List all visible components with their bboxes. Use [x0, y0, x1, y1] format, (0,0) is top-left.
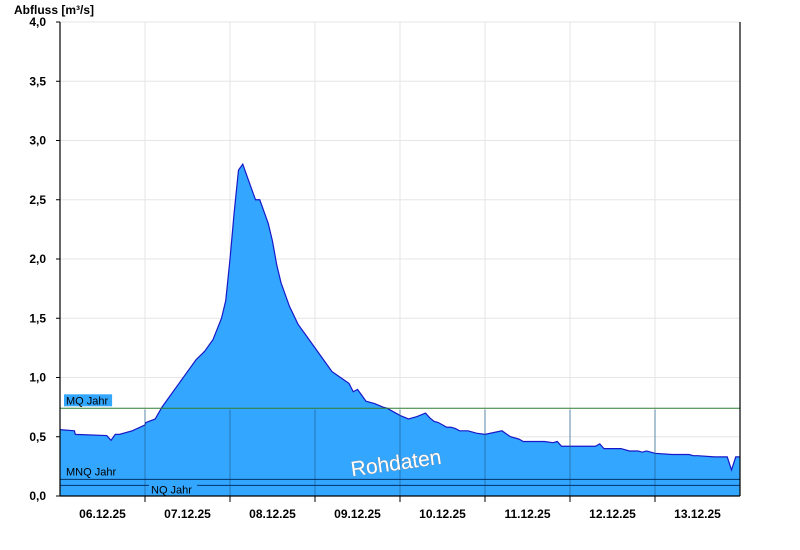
x-tick-label: 13.12.25	[674, 507, 721, 521]
x-tick-label: 11.12.25	[504, 507, 550, 521]
x-tick-label: 12.12.25	[589, 507, 636, 521]
axis-layer: 0,0 0,5 1,0 1,5 2,0 2,5 3,0 3,5 4,0 06.12.25 07.12…	[29, 15, 741, 521]
x-tick-label: 09.12.25	[334, 507, 381, 521]
reference-label: MQ Jahr	[66, 395, 109, 407]
x-tick-label: 10.12.25	[419, 507, 466, 521]
y-tick-label: 1,0	[29, 371, 46, 385]
y-tick-label: 0,5	[29, 430, 46, 444]
reference-label-bg	[149, 483, 198, 496]
x-tick-label: 07.12.25	[164, 507, 211, 521]
y-tick-label: 3,5	[29, 74, 46, 88]
x-tick-label: 06.12.25	[79, 507, 126, 521]
discharge-line	[59, 162, 740, 472]
reference-label: MNQ Jahr	[66, 466, 116, 478]
reference-lines: MQ Jahr MNQ Jahr NQ Jahr	[60, 394, 740, 496]
y-axis-title: Abfluss [m³/s]	[14, 3, 94, 17]
x-tick-label: 08.12.25	[249, 507, 296, 521]
y-tick-label: 4,0	[29, 15, 46, 29]
y-tick-label: 0,0	[29, 489, 46, 503]
y-tick-label: 1,5	[29, 311, 46, 325]
reference-label-bg	[64, 465, 119, 478]
reference-label: NQ Jahr	[151, 484, 192, 496]
y-tick-label: 2,5	[29, 193, 46, 207]
reference-label-bg	[64, 394, 113, 407]
y-tick-label: 3,0	[29, 134, 46, 148]
y-tick-label: 2,0	[29, 252, 46, 266]
